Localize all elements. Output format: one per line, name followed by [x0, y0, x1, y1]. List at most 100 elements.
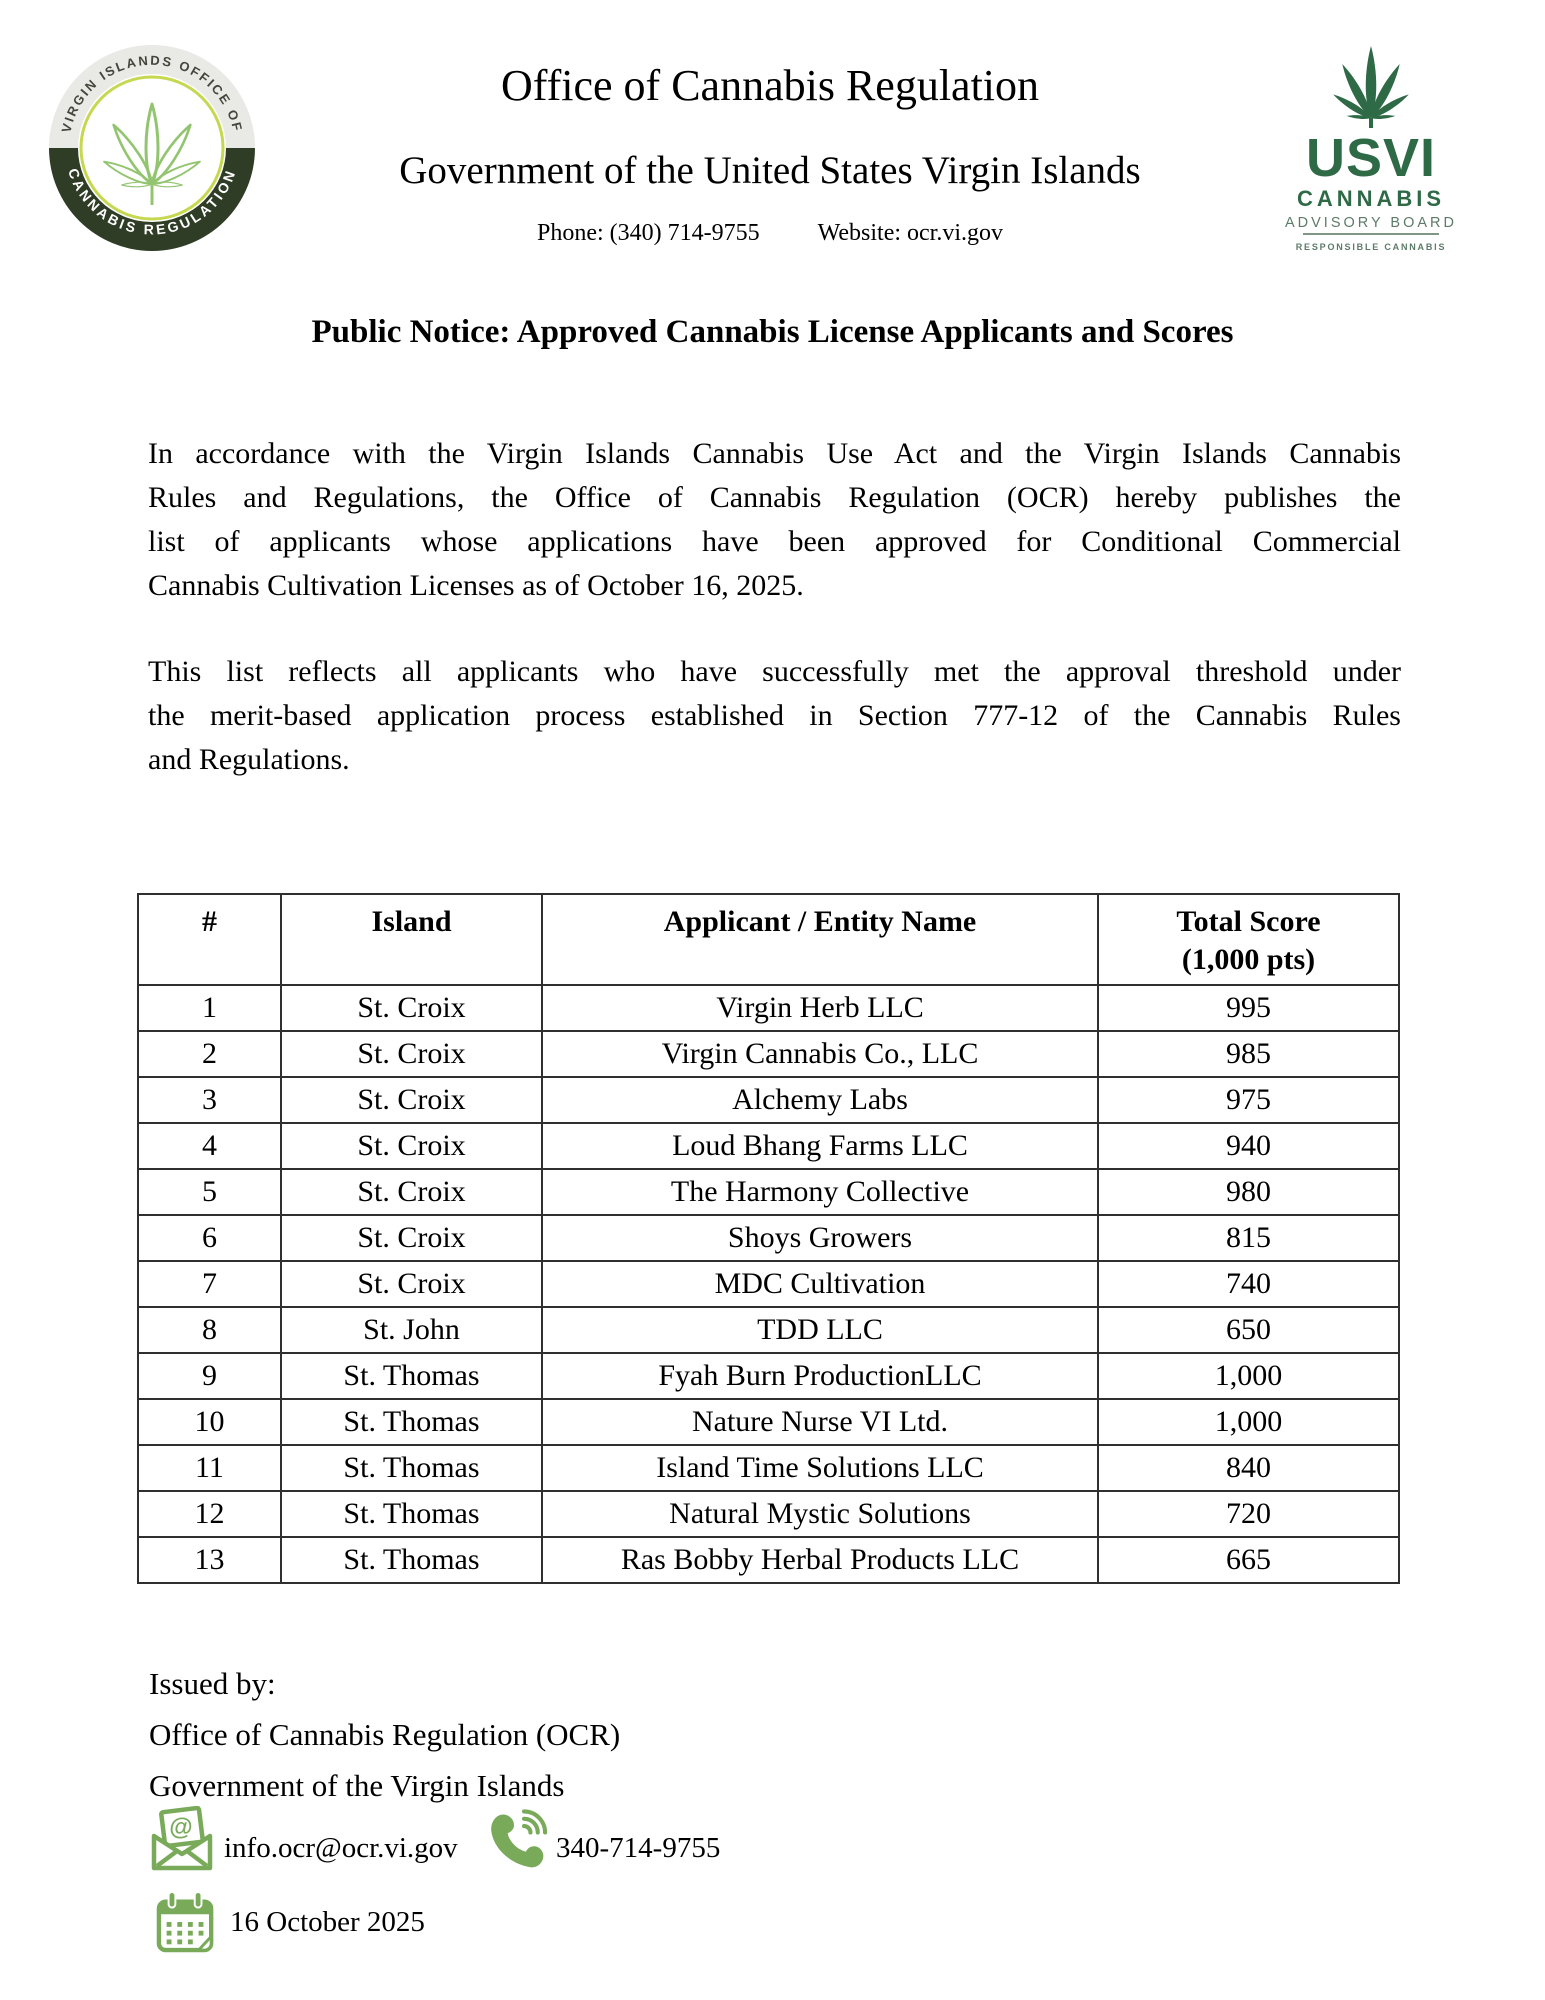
- col-header-rank: #: [137, 893, 282, 986]
- table-row: 2 St. Croix Virgin Cannabis Co., LLC 985: [137, 1030, 1400, 1078]
- header-contact-line: Phone: (340) 714-9755 Website: ocr.vi.go…: [250, 220, 1290, 247]
- cell-island: St. Thomas: [280, 1536, 543, 1584]
- table-row: 8 St. John TDD LLC 650: [137, 1306, 1400, 1354]
- cell-applicant: Fyah Burn ProductionLLC: [541, 1352, 1099, 1400]
- cell-score: 740: [1097, 1260, 1400, 1308]
- paragraph-1: In accordance with the Virgin Islands Ca…: [148, 437, 1401, 602]
- cell-applicant: Alchemy Labs: [541, 1076, 1099, 1124]
- cell-island: St. Croix: [280, 1076, 543, 1124]
- cell-island: St. Croix: [280, 1122, 543, 1170]
- usvi-tagline: RESPONSIBLE CANNABIS: [1296, 242, 1447, 252]
- cannabis-leaf-icon: [1331, 46, 1411, 128]
- table-row: 1 St. Croix Virgin Herb LLC 995: [137, 984, 1400, 1032]
- table-row: 5 St. Croix The Harmony Collective 980: [137, 1168, 1400, 1216]
- cell-island: St. Croix: [280, 1214, 543, 1262]
- cell-score: 940: [1097, 1122, 1400, 1170]
- cell-applicant: The Harmony Collective: [541, 1168, 1099, 1216]
- cell-island: St. Croix: [280, 1260, 543, 1308]
- col-header-island: Island: [280, 893, 543, 986]
- usvi-cannabis-advisory-logo: USVI CANNABIS ADVISORY BOARD RESPONSIBLE…: [1285, 46, 1457, 252]
- cell-score: 985: [1097, 1030, 1400, 1078]
- seal-inner-ring: [79, 75, 225, 221]
- cell-score: 975: [1097, 1076, 1400, 1124]
- cell-score: 815: [1097, 1214, 1400, 1262]
- cell-applicant: Shoys Growers: [541, 1214, 1099, 1262]
- cell-applicant: Island Time Solutions LLC: [541, 1444, 1099, 1492]
- cell-applicant: Virgin Herb LLC: [541, 984, 1099, 1032]
- cell-applicant: TDD LLC: [541, 1306, 1099, 1354]
- usvi-acronym: USVI: [1306, 128, 1436, 188]
- cell-applicant: Virgin Cannabis Co., LLC: [541, 1030, 1099, 1078]
- table-row: 12 St. Thomas Natural Mystic Solutions 720: [137, 1490, 1400, 1538]
- phone-number: 340-714-9755: [556, 1832, 721, 1864]
- cell-applicant: MDC Cultivation: [541, 1260, 1099, 1308]
- cell-applicant: Ras Bobby Herbal Products LLC: [541, 1536, 1099, 1584]
- usvi-cannabis-label: CANNABIS: [1297, 186, 1445, 211]
- cell-score: 650: [1097, 1306, 1400, 1354]
- cell-score: 720: [1097, 1490, 1400, 1538]
- paragraph-2: This list reflects all applicants who ha…: [148, 655, 1401, 776]
- cell-score: 1,000: [1097, 1352, 1400, 1400]
- cell-rank: 9: [137, 1352, 282, 1400]
- header-phone: Phone: (340) 714-9755: [536, 220, 760, 246]
- cell-rank: 2: [137, 1030, 282, 1078]
- header-website: Website: ocr.vi.gov: [817, 220, 1004, 246]
- cell-score: 995: [1097, 984, 1400, 1032]
- col-header-score: Total Score (1,000 pts): [1097, 893, 1400, 986]
- email-envelope-icon: @: [151, 1806, 213, 1871]
- cell-rank: 4: [137, 1122, 282, 1170]
- cell-rank: 6: [137, 1214, 282, 1262]
- cell-score: 665: [1097, 1536, 1400, 1584]
- cell-rank: 11: [137, 1444, 282, 1492]
- email-address: info.ocr@ocr.vi.gov: [224, 1832, 458, 1864]
- cell-score: 840: [1097, 1444, 1400, 1492]
- cell-score: 1,000: [1097, 1398, 1400, 1446]
- org-name: Office of Cannabis Regulation: [500, 61, 1040, 110]
- table-header-row: # Island Applicant / Entity Name Total S…: [137, 893, 1400, 986]
- cell-rank: 7: [137, 1260, 282, 1308]
- cell-island: St. Thomas: [280, 1398, 543, 1446]
- table-row: 3 St. Croix Alchemy Labs 975: [137, 1076, 1400, 1124]
- issued-by-block: Issued by: Office of Cannabis Regulation…: [149, 1658, 620, 1811]
- cannabis-leaf-outline-icon: [101, 102, 203, 205]
- at-symbol: @: [169, 1814, 192, 1841]
- issuer-org: Office of Cannabis Regulation (OCR): [149, 1717, 621, 1752]
- cell-island: St. Croix: [280, 984, 543, 1032]
- cell-rank: 5: [137, 1168, 282, 1216]
- table-row: 13 St. Thomas Ras Bobby Herbal Products LL…: [137, 1536, 1400, 1584]
- cell-island: St. Thomas: [280, 1490, 543, 1538]
- col-header-applicant: Applicant / Entity Name: [541, 893, 1099, 986]
- cell-island: St. Thomas: [280, 1444, 543, 1492]
- table-row: 11 St. Thomas Island Time Solutions LLC 840: [137, 1444, 1400, 1492]
- cell-rank: 3: [137, 1076, 282, 1124]
- cell-score: 980: [1097, 1168, 1400, 1216]
- cell-rank: 1: [137, 984, 282, 1032]
- cell-applicant: Loud Bhang Farms LLC: [541, 1122, 1099, 1170]
- cell-island: St. Croix: [280, 1168, 543, 1216]
- cell-rank: 12: [137, 1490, 282, 1538]
- government-line: Government of the United States Virgin I…: [399, 149, 1141, 192]
- cell-applicant: Nature Nurse VI Ltd.: [541, 1398, 1099, 1446]
- table-row: 7 St. Croix MDC Cultivation 740: [137, 1260, 1400, 1308]
- table-row: 10 St. Thomas Nature Nurse VI Ltd. 1,000: [137, 1398, 1400, 1446]
- table-row: 6 St. Croix Shoys Growers 815: [137, 1214, 1400, 1262]
- notice-title: Public Notice: Approved Cannabis License…: [311, 314, 1234, 350]
- cell-island: St. John: [280, 1306, 543, 1354]
- cell-rank: 8: [137, 1306, 282, 1354]
- ocr-seal-logo: VIRGIN ISLANDS OFFICE OF CANNABIS REGULA…: [49, 45, 255, 251]
- cell-island: St. Thomas: [280, 1352, 543, 1400]
- usvi-advisory-board-label: ADVISORY BOARD: [1285, 215, 1457, 231]
- cell-applicant: Natural Mystic Solutions: [541, 1490, 1099, 1538]
- table-row: 4 St. Croix Loud Bhang Farms LLC 940: [137, 1122, 1400, 1170]
- cell-island: St. Croix: [280, 1030, 543, 1078]
- applicants-score-table: # Island Applicant / Entity Name Total S…: [137, 893, 1400, 1584]
- table-row: 9 St. Thomas Fyah Burn ProductionLLC 1,000: [137, 1352, 1400, 1400]
- cell-rank: 10: [137, 1398, 282, 1446]
- issue-date: 16 October 2025: [230, 1906, 425, 1938]
- issued-by-label: Issued by:: [149, 1666, 276, 1701]
- phone-handset-icon: [491, 1809, 548, 1868]
- cell-rank: 13: [137, 1536, 282, 1584]
- calendar-icon: [156, 1891, 214, 1953]
- issuer-government: Government of the Virgin Islands: [149, 1768, 565, 1803]
